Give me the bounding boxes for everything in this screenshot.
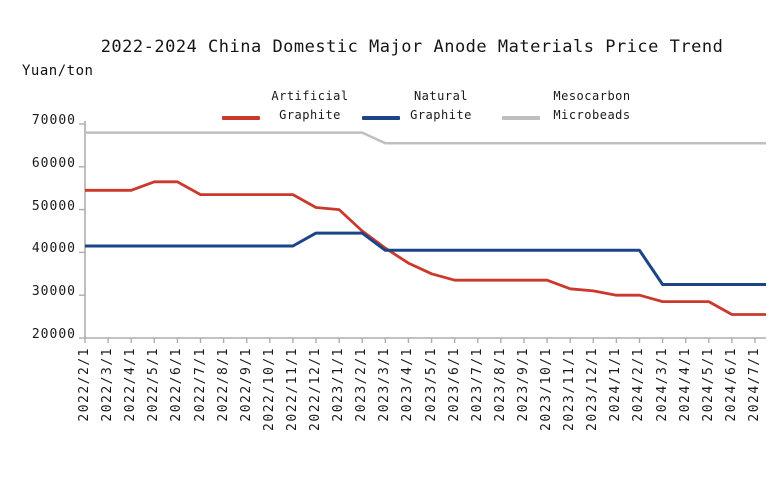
x-axis-tick-label: 2023/5/1 <box>423 347 439 422</box>
x-axis-tick-label: 2024/4/1 <box>677 347 693 422</box>
y-axis-tick-label: 60000 <box>31 155 76 171</box>
x-axis-tick-label: 2023/8/1 <box>492 347 508 422</box>
legend-swatch-mesocarbon-microbeads-icon <box>502 116 540 120</box>
legend-label-line2: Graphite <box>410 108 472 122</box>
x-axis-tick-label: 2022/8/1 <box>215 347 231 422</box>
legend-swatch-artificial-graphite-icon <box>222 116 260 120</box>
x-axis-tick-label: 2022/5/1 <box>146 347 162 422</box>
series-line-mesocarbon-microbeads <box>85 131 766 145</box>
x-axis-tick-label: 2023/6/1 <box>446 347 462 422</box>
x-axis-tick-label: 2022/12/1 <box>308 347 324 431</box>
y-axis-unit-label: Yuan/ton <box>22 63 94 79</box>
x-axis-tick-label: 2022/9/1 <box>238 347 254 422</box>
x-axis-tick-label: 2023/12/1 <box>585 347 601 431</box>
x-axis-tick-label: 2024/6/1 <box>723 347 739 422</box>
x-axis-tick-label: 2022/7/1 <box>192 347 208 422</box>
x-axis-tick-label: 2023/1/1 <box>331 347 347 422</box>
y-axis-tick-label: 40000 <box>31 241 76 257</box>
x-axis-tick-label: 2022/4/1 <box>123 347 139 422</box>
x-axis-tick-label: 2023/4/1 <box>400 347 416 422</box>
x-axis-tick-label: 2022/3/1 <box>100 347 116 422</box>
series-line-artificial-graphite <box>85 180 766 316</box>
legend-label-mesocarbon-microbeads: Mesocarbon Microbeads <box>540 87 644 125</box>
legend-label-line2: Microbeads <box>553 108 631 122</box>
x-axis-tick-label: 2023/3/1 <box>377 347 393 422</box>
x-axis-tick-label: 2023/9/1 <box>515 347 531 422</box>
x-axis-tick-label: 2023/10/1 <box>539 347 555 431</box>
legend-label-line1: Natural <box>413 89 469 103</box>
y-axis-tick-label: 20000 <box>31 327 76 342</box>
chart-title: 2022-2024 China Domestic Major Anode Mat… <box>100 37 724 57</box>
x-axis-tick-label: 2022/11/1 <box>284 347 300 431</box>
x-axis-tick-label: 2024/5/1 <box>700 347 716 422</box>
x-axis-tick-label: 2024/2/1 <box>631 347 647 422</box>
legend-label-line1: Mesocarbon <box>553 89 631 103</box>
y-axis-tick-label: 70000 <box>31 113 76 128</box>
x-axis-tick-label: 2023/2/1 <box>354 347 370 422</box>
x-axis-tick-label: 2022/10/1 <box>261 347 277 431</box>
x-axis-tick-label: 2024/1/1 <box>608 347 624 422</box>
legend-label-line1: Artificial <box>271 89 349 103</box>
legend-label-natural-graphite: Natural Graphite <box>389 87 493 125</box>
x-axis-tick-label: 2022/6/1 <box>169 347 185 422</box>
y-axis-tick-label: 30000 <box>31 284 76 300</box>
legend-swatch-natural-graphite-icon <box>362 116 400 120</box>
legend-label-line2: Graphite <box>279 108 341 122</box>
x-axis-tick-label: 2024/7/1 <box>747 347 762 422</box>
x-axis-tick-label: 2024/3/1 <box>654 347 670 422</box>
legend-label-artificial-graphite: Artificial Graphite <box>258 87 362 125</box>
x-axis-tick-label: 2023/11/1 <box>562 347 578 431</box>
y-axis-tick-label: 50000 <box>31 198 76 214</box>
x-axis-tick-label: 2022/2/1 <box>77 347 92 422</box>
x-axis-tick-label: 2023/7/1 <box>469 347 485 422</box>
series-line-natural-graphite <box>85 231 766 286</box>
